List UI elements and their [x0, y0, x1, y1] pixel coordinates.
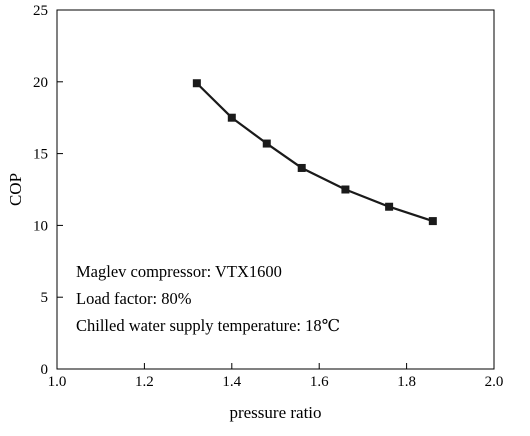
series-layer [192, 79, 437, 226]
y-tick-label: 10 [33, 218, 48, 234]
x-tick-label: 1.0 [48, 374, 67, 390]
annotation-supply-temperature: Chilled water supply temperature: 18℃ [76, 316, 340, 335]
x-tick-label: 2.0 [485, 374, 504, 390]
y-tick-label: 20 [33, 75, 48, 91]
plot-frame [56, 9, 495, 370]
data-point-marker [262, 139, 271, 148]
x-tick-label: 1.8 [397, 374, 416, 390]
x-tick-label: 1.4 [222, 374, 241, 390]
x-tick-label: 1.6 [310, 374, 329, 390]
annotation-compressor: Maglev compressor: VTX1600 [76, 262, 282, 281]
series-line [196, 82, 434, 223]
y-tick-label: 5 [41, 290, 49, 306]
annotation-load-factor: Load factor: 80% [76, 289, 192, 308]
y-tick-label: 25 [33, 3, 48, 19]
y-tick-label: 0 [41, 362, 49, 378]
data-point-marker [192, 79, 201, 88]
data-point-marker [297, 163, 306, 172]
data-point-marker [341, 185, 350, 194]
x-axis-title: pressure ratio [229, 403, 321, 422]
y-axis-ticks: 0 5 10 15 20 25 [33, 3, 63, 378]
x-tick-label: 1.2 [135, 374, 154, 390]
data-point-marker [385, 202, 394, 211]
data-point-marker [428, 217, 437, 226]
y-axis-title: COP [6, 173, 25, 206]
x-axis-ticks: 1.0 1.2 1.4 1.6 1.8 2.0 [48, 363, 504, 390]
y-tick-label: 15 [33, 147, 48, 163]
data-point-marker [227, 113, 236, 122]
